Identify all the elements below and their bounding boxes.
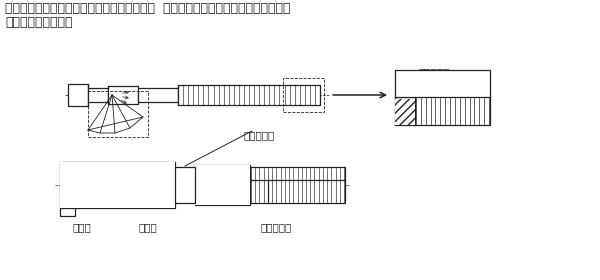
Bar (60, 162, 175, 208)
Bar (250, 167, 345, 203)
Bar (88, 88, 108, 102)
Text: 締結物: 締結物 (139, 222, 157, 232)
Bar (395, 70, 490, 125)
Bar (60, 208, 75, 216)
Text: 最小締め付け厚が規定寸法より小さい場合は  特注ナットによる対応が可能ですので: 最小締め付け厚が規定寸法より小さい場合は 特注ナットによる対応が可能ですので (5, 2, 290, 15)
Bar (395, 99, 415, 125)
Bar (283, 78, 324, 112)
Text: 特注ナット: 特注ナット (260, 222, 291, 232)
Text: 特注ナット: 特注ナット (418, 67, 449, 77)
Bar (178, 85, 320, 105)
Bar (108, 86, 138, 104)
Bar (195, 165, 250, 205)
Bar (138, 88, 178, 102)
Text: 問い合わせ下さい。: 問い合わせ下さい。 (5, 16, 73, 29)
Bar (88, 91, 148, 137)
Bar (175, 167, 195, 203)
Text: ワッシャー: ワッシャー (243, 130, 274, 140)
Bar (60, 162, 175, 208)
Bar (195, 165, 250, 205)
Bar (68, 84, 88, 106)
Text: 締結材: 締結材 (73, 222, 91, 232)
